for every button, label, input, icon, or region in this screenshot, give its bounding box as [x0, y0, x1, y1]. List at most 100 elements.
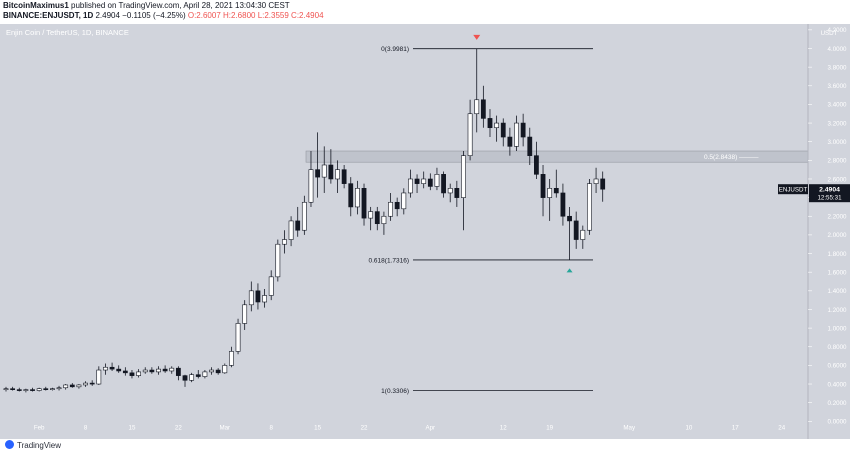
candle[interactable] [328, 149, 334, 184]
candle[interactable] [520, 113, 526, 147]
candle[interactable] [43, 386, 49, 391]
candle[interactable] [248, 281, 254, 312]
candle[interactable] [136, 369, 141, 378]
tradingview-logo[interactable]: TradingView [5, 440, 61, 450]
candle[interactable] [527, 127, 533, 165]
candle[interactable] [109, 362, 115, 371]
candle[interactable] [341, 165, 347, 189]
candle[interactable] [16, 387, 22, 392]
candle[interactable] [461, 151, 466, 231]
candle[interactable] [282, 230, 287, 254]
candle[interactable] [427, 173, 433, 191]
candle[interactable] [573, 211, 579, 249]
candle[interactable] [600, 171, 606, 202]
candle[interactable] [3, 386, 9, 392]
candle[interactable] [222, 363, 228, 374]
candle[interactable] [56, 385, 62, 391]
candle[interactable] [394, 197, 400, 217]
candle[interactable] [500, 118, 506, 147]
candle[interactable] [593, 167, 599, 193]
candle[interactable] [129, 370, 135, 379]
author-name[interactable]: BitcoinMaximus1 [3, 1, 69, 10]
x-tick-label: 15 [129, 425, 136, 432]
candle[interactable] [229, 346, 234, 368]
candle[interactable] [122, 367, 128, 376]
candle[interactable] [361, 183, 367, 226]
candle[interactable] [182, 374, 188, 387]
candle[interactable] [540, 165, 546, 217]
candle[interactable] [202, 370, 208, 379]
candle[interactable] [434, 167, 440, 191]
candle[interactable] [514, 115, 519, 152]
candle[interactable] [441, 171, 446, 198]
candle[interactable] [189, 372, 195, 383]
candle[interactable] [89, 380, 95, 386]
candle[interactable] [408, 169, 413, 198]
candle[interactable] [156, 366, 161, 375]
candle[interactable] [83, 381, 88, 387]
candle[interactable] [195, 370, 201, 379]
candle[interactable] [321, 146, 327, 193]
candle[interactable] [69, 383, 75, 388]
candle[interactable] [553, 169, 559, 198]
candlestick-chart[interactable]: 0.5(2.8438) ——— 0(3.9981) 0.618(1.7316) 1(… [0, 9, 850, 440]
candle[interactable] [235, 318, 241, 355]
candle[interactable] [447, 183, 453, 203]
chart-area[interactable]: 0.5(2.8438) ——— 0(3.9981) 0.618(1.7316) 1(… [0, 9, 850, 440]
candle[interactable] [63, 384, 69, 390]
candle[interactable] [560, 183, 566, 226]
candle[interactable] [209, 367, 214, 375]
candle[interactable] [76, 384, 82, 389]
candle[interactable] [494, 115, 500, 142]
candle[interactable] [580, 225, 586, 249]
candle[interactable] [388, 192, 393, 221]
candle[interactable] [547, 178, 553, 221]
candle[interactable] [268, 270, 274, 301]
candle[interactable] [454, 180, 460, 207]
candle[interactable] [262, 288, 267, 308]
candle[interactable] [215, 368, 221, 375]
candle[interactable] [116, 365, 122, 373]
candle[interactable] [335, 160, 340, 193]
candle[interactable] [275, 239, 281, 282]
candle-body [381, 215, 387, 225]
candle[interactable] [381, 211, 387, 235]
candle[interactable] [169, 366, 175, 374]
candle[interactable] [142, 367, 148, 374]
candle[interactable] [533, 141, 539, 179]
candle[interactable] [103, 363, 108, 375]
candle[interactable] [36, 387, 42, 392]
candle[interactable] [30, 387, 35, 392]
candle[interactable] [507, 127, 513, 156]
candle[interactable] [175, 366, 181, 381]
candle[interactable] [301, 195, 307, 235]
candle[interactable] [354, 180, 360, 215]
candle[interactable] [255, 283, 261, 310]
candle[interactable] [295, 206, 301, 237]
candle-body [262, 295, 267, 303]
candle[interactable] [374, 206, 380, 231]
candle[interactable] [242, 300, 248, 330]
candle-body [467, 113, 473, 156]
candle[interactable] [23, 388, 29, 393]
candle[interactable] [348, 177, 354, 217]
candle[interactable] [368, 206, 374, 231]
candle[interactable] [480, 85, 486, 128]
candle[interactable] [401, 188, 407, 215]
candle[interactable] [50, 387, 55, 391]
candle[interactable] [10, 386, 16, 391]
candle[interactable] [308, 151, 314, 207]
price-axis-background[interactable] [808, 24, 850, 440]
candle[interactable] [414, 174, 420, 193]
candle[interactable] [96, 366, 102, 385]
candle[interactable] [315, 132, 321, 198]
candle[interactable] [288, 216, 294, 247]
candle[interactable] [474, 48, 480, 133]
candle[interactable] [149, 367, 155, 374]
candle[interactable] [162, 365, 168, 373]
candle[interactable] [587, 178, 592, 235]
candle[interactable] [467, 99, 473, 161]
candle[interactable] [567, 206, 572, 260]
candle[interactable] [421, 171, 427, 189]
candle[interactable] [487, 109, 493, 138]
